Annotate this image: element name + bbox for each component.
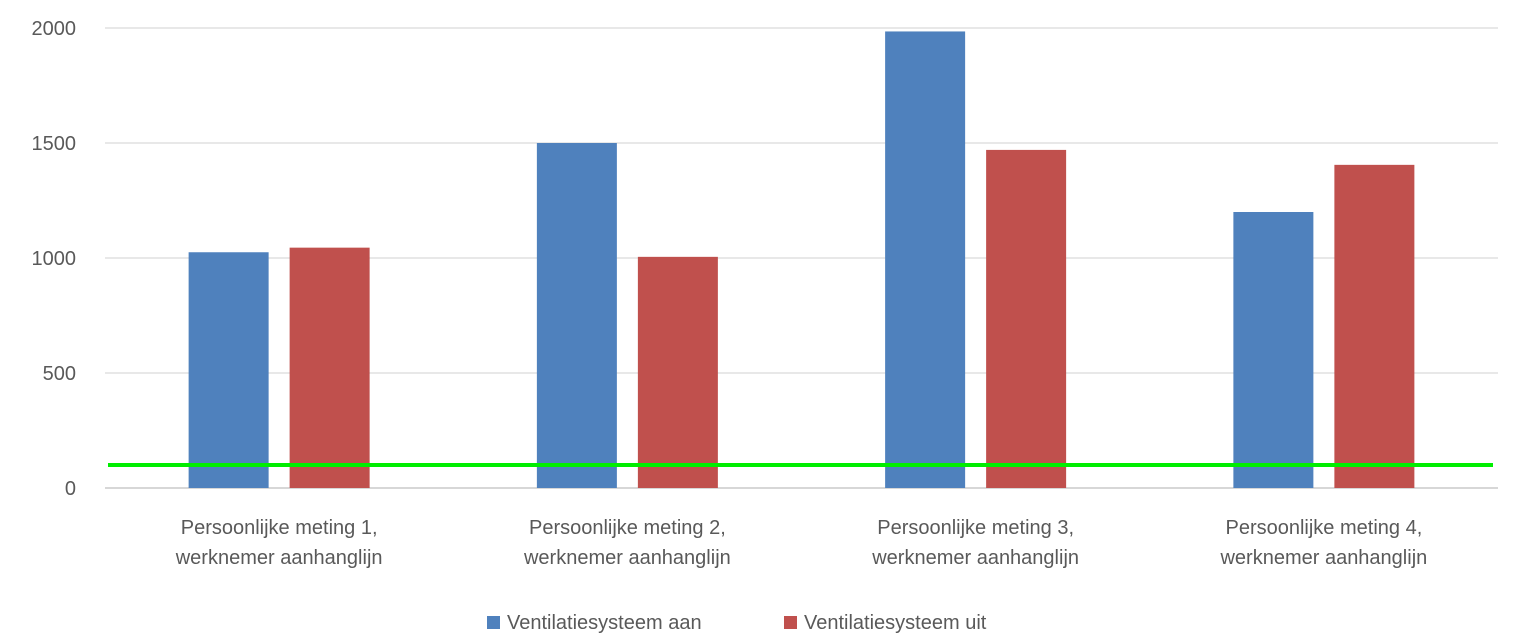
y-tick-label: 0: [65, 478, 76, 500]
category-label-line: werknemer aanhanglijn: [871, 547, 1079, 569]
legend-label: Ventilatiesysteem uit: [804, 612, 987, 634]
category-labels: Persoonlijke meting 1, werknemer aanhangl…: [175, 517, 1428, 569]
category-label: Persoonlijke meting 4, werknemer aanhangl…: [1219, 517, 1427, 569]
legend: Ventilatiesysteem aan Ventilatiesysteem u…: [487, 612, 987, 634]
y-tick-label: 500: [43, 363, 76, 385]
category-label-line: Persoonlijke meting 1,: [181, 517, 378, 539]
bar-aan-1: [188, 252, 269, 488]
bar-aan-4: [1233, 212, 1314, 488]
bar-uit-2: [637, 256, 718, 488]
category-label-line: werknemer aanhanglijn: [523, 547, 731, 569]
bar-uit-3: [986, 149, 1067, 488]
category-label-line: Persoonlijke meting 3,: [877, 517, 1074, 539]
legend-label: Ventilatiesysteem aan: [507, 612, 702, 634]
y-axis-ticks: 0 500 1000 1500 2000: [32, 18, 77, 500]
bars: [188, 31, 1415, 488]
category-label-line: Persoonlijke meting 2,: [529, 517, 726, 539]
category-label: Persoonlijke meting 2, werknemer aanhangl…: [523, 517, 731, 569]
bar-uit-4: [1334, 164, 1415, 488]
y-tick-label: 1500: [32, 133, 77, 155]
y-tick-label: 1000: [32, 248, 77, 270]
bar-aan-2: [536, 143, 617, 488]
legend-swatch: [784, 616, 797, 629]
category-label-line: Persoonlijke meting 4,: [1225, 517, 1422, 539]
legend-swatch: [487, 616, 500, 629]
bar-aan-3: [885, 31, 966, 488]
category-label: Persoonlijke meting 3, werknemer aanhangl…: [871, 517, 1079, 569]
category-label-line: werknemer aanhanglijn: [175, 547, 383, 569]
y-tick-label: 2000: [32, 18, 77, 40]
category-label-line: werknemer aanhanglijn: [1219, 547, 1427, 569]
category-label: Persoonlijke meting 1, werknemer aanhangl…: [175, 517, 383, 569]
bar-uit-1: [289, 247, 370, 488]
